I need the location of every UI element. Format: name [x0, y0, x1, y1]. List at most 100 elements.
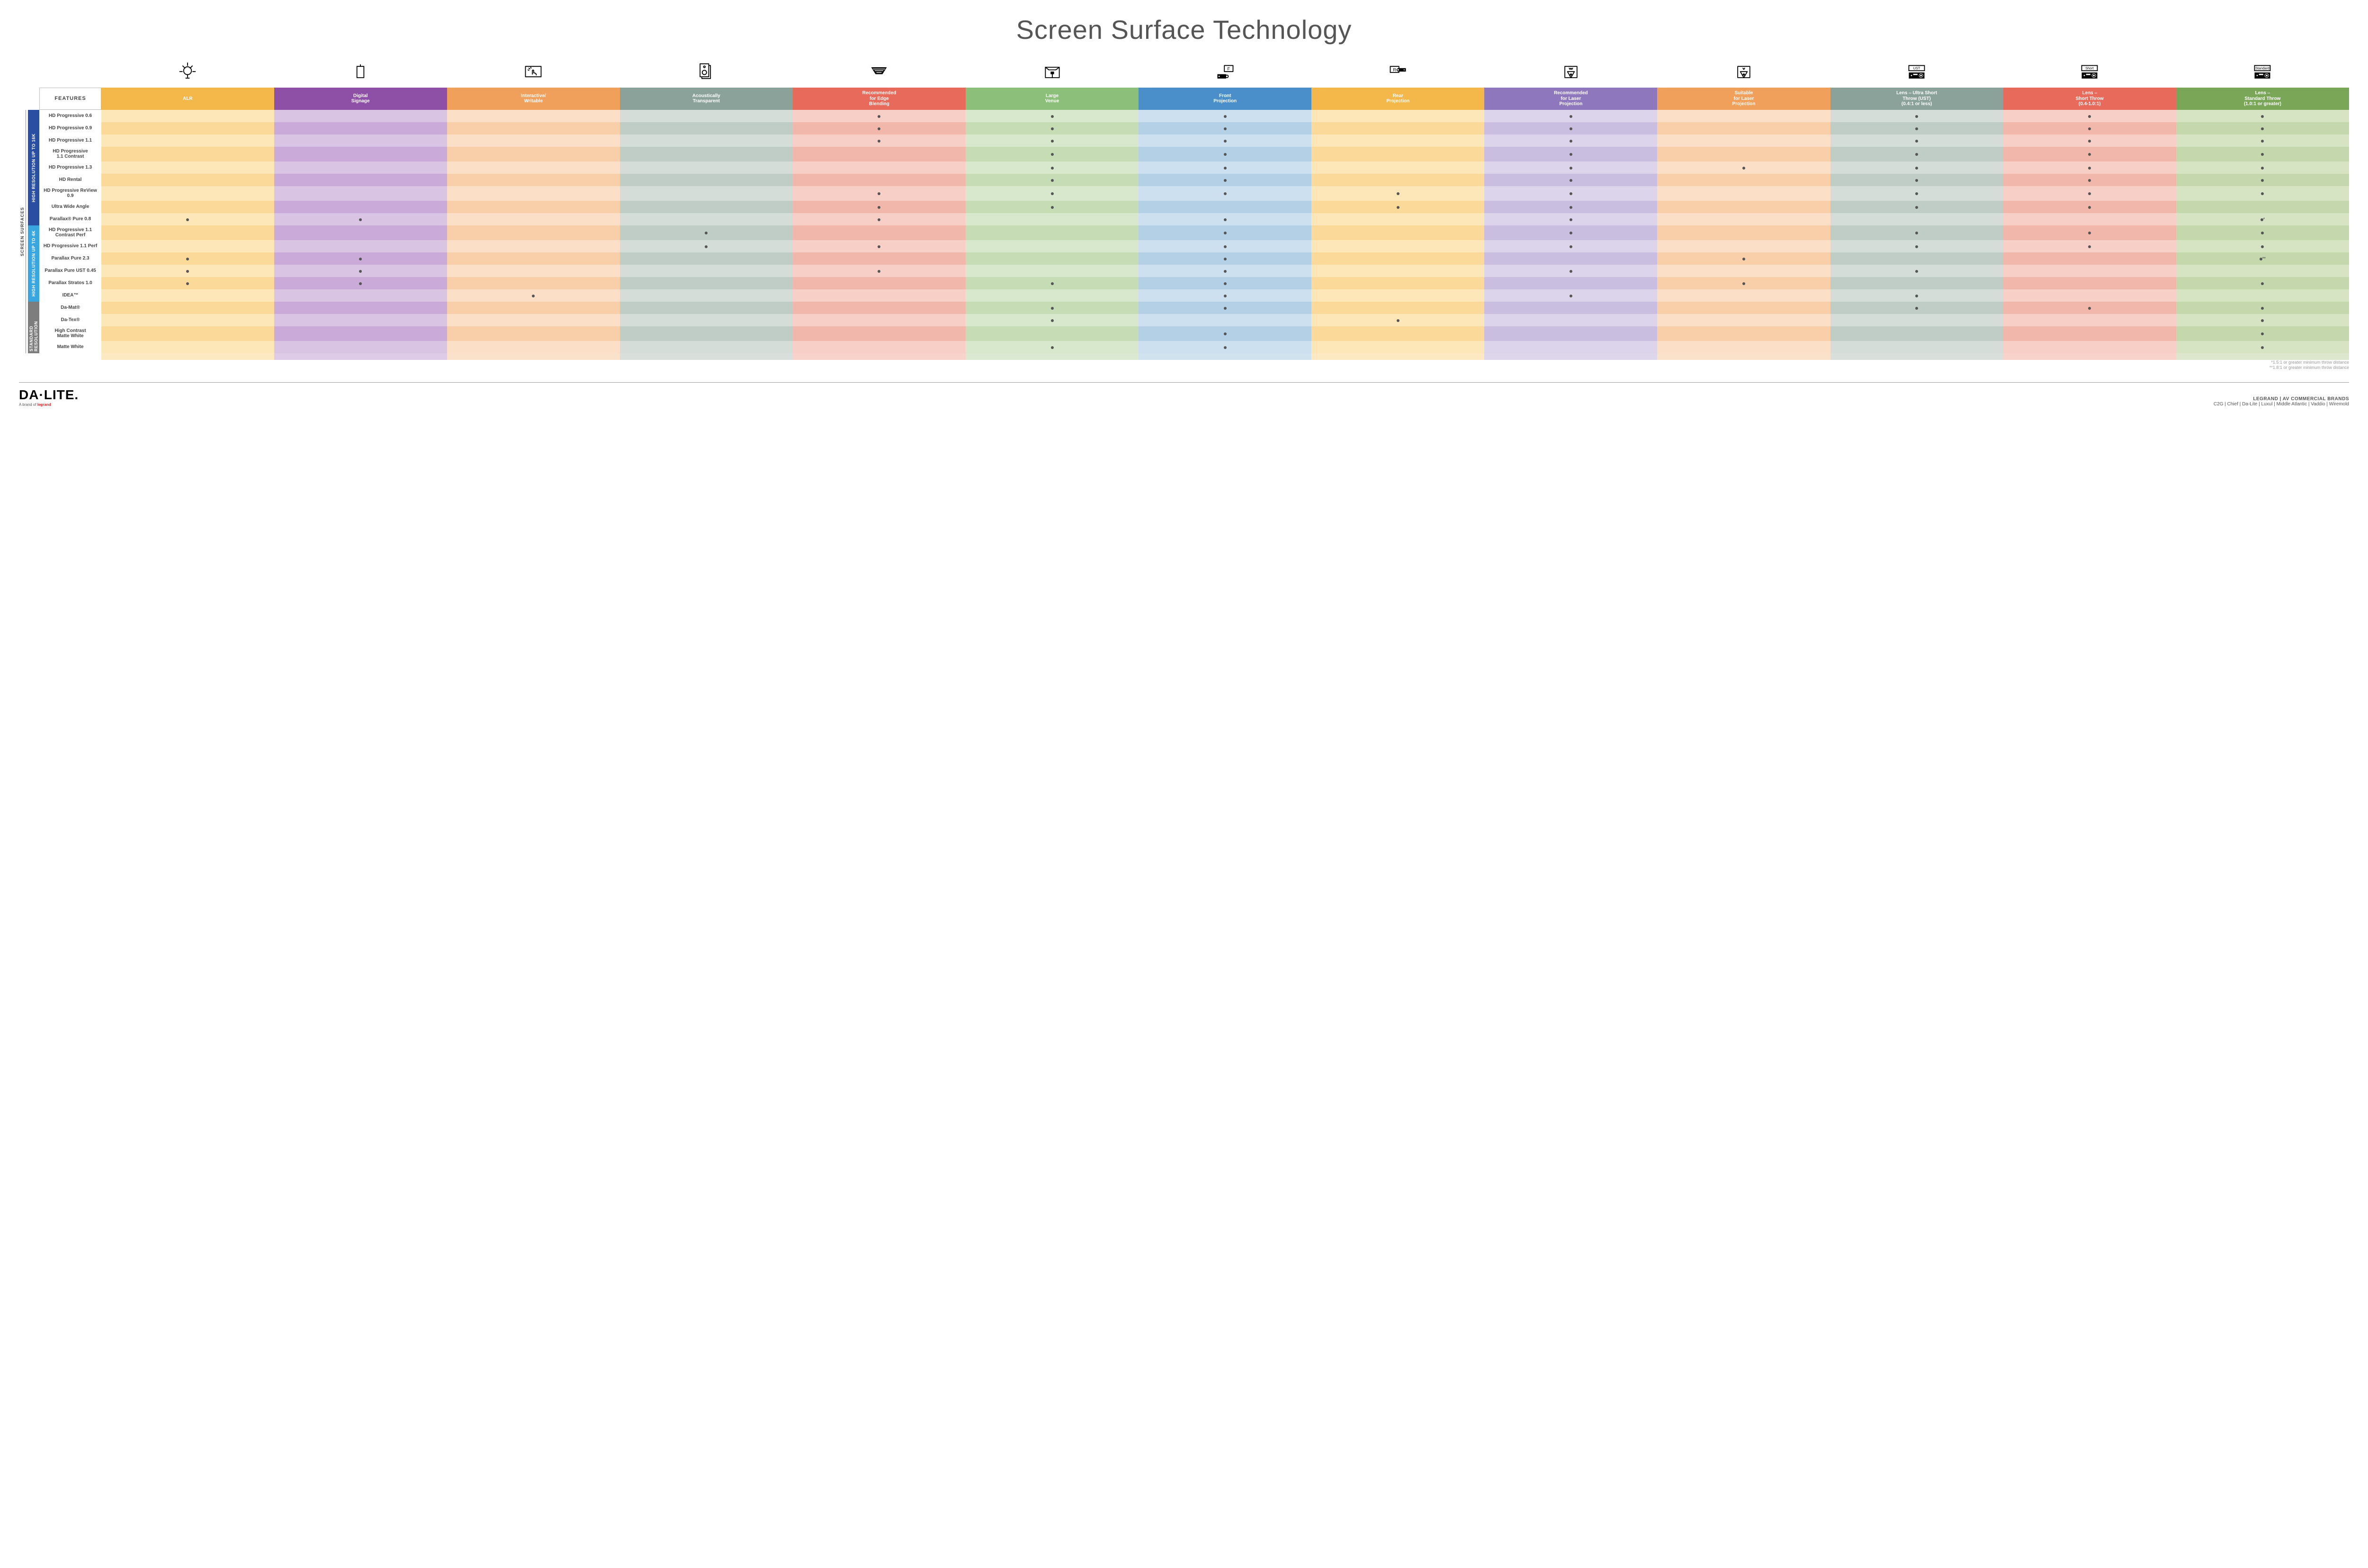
cell — [447, 252, 620, 265]
cell — [101, 161, 274, 174]
cell — [793, 186, 966, 201]
cell — [2176, 314, 2349, 326]
cell — [793, 289, 966, 302]
cell — [447, 265, 620, 277]
cell — [2176, 161, 2349, 174]
cell — [620, 289, 793, 302]
col-header-front: FrontProjection — [1139, 88, 1311, 110]
cell — [1311, 265, 1484, 277]
cell — [1139, 265, 1311, 277]
cell — [620, 122, 793, 134]
cell — [2176, 122, 2349, 134]
cell — [1657, 122, 1830, 134]
row-label: HD Progressive 1.1 — [40, 134, 101, 147]
cell — [2176, 174, 2349, 186]
cell — [101, 225, 274, 240]
cell — [1311, 186, 1484, 201]
cell — [966, 225, 1139, 240]
cell — [1139, 147, 1311, 161]
cell — [1139, 341, 1311, 353]
cell — [2003, 314, 2176, 326]
cell — [1830, 213, 2003, 225]
cell — [447, 225, 620, 240]
svg-text:✸: ✸ — [1569, 72, 1572, 77]
cell — [793, 134, 966, 147]
cell — [101, 186, 274, 201]
cell — [2176, 277, 2349, 289]
cell — [966, 252, 1139, 265]
cell — [1484, 341, 1657, 353]
cell — [101, 174, 274, 186]
cell — [1830, 265, 2003, 277]
brand-logo: DA·LITE. A brand of legrand — [19, 387, 79, 407]
cell — [447, 174, 620, 186]
col-icon-acoustic — [620, 59, 793, 88]
cell — [620, 252, 793, 265]
cell — [274, 174, 447, 186]
col-icon-short: Short — [2003, 59, 2176, 88]
cell — [1311, 225, 1484, 240]
col-icon-alr — [101, 59, 274, 88]
cell — [2003, 174, 2176, 186]
cell — [1311, 122, 1484, 134]
cell — [620, 341, 793, 353]
cell — [1484, 122, 1657, 134]
features-header: FEATURES — [40, 88, 101, 110]
cell — [274, 161, 447, 174]
cell — [1484, 252, 1657, 265]
cell — [274, 147, 447, 161]
cell — [1830, 122, 2003, 134]
cell — [966, 186, 1139, 201]
row-label: Ultra Wide Angle — [40, 201, 101, 213]
col-icon-ust: UST — [1830, 59, 2003, 88]
cell — [101, 277, 274, 289]
cell — [447, 147, 620, 161]
col-icon-interactive — [447, 59, 620, 88]
cell — [1657, 326, 1830, 341]
cell — [2176, 110, 2349, 122]
cell — [447, 186, 620, 201]
col-icon-rear: R — [1311, 59, 1484, 88]
cell — [1657, 240, 1830, 252]
cell — [1484, 289, 1657, 302]
cell — [620, 326, 793, 341]
cell — [966, 201, 1139, 213]
cell — [1139, 134, 1311, 147]
cell — [2003, 201, 2176, 213]
cell — [1830, 110, 2003, 122]
cell — [966, 341, 1139, 353]
cell — [1484, 302, 1657, 314]
cell — [1657, 289, 1830, 302]
cell — [1311, 326, 1484, 341]
col-icon-signage — [274, 59, 447, 88]
row-group-label: STANDARD RESOLUTION — [28, 302, 39, 353]
cell — [1484, 326, 1657, 341]
cell — [620, 174, 793, 186]
cell — [101, 201, 274, 213]
cell — [1484, 240, 1657, 252]
cell — [793, 147, 966, 161]
cell — [966, 265, 1139, 277]
cell — [2176, 147, 2349, 161]
cell — [1830, 225, 2003, 240]
cell — [274, 213, 447, 225]
cell — [793, 213, 966, 225]
svg-text:✸: ✸ — [1742, 72, 1746, 77]
cell — [2003, 326, 2176, 341]
cell — [793, 277, 966, 289]
cell — [1139, 186, 1311, 201]
row-label: Matte White — [40, 341, 101, 353]
row-label: HD Progressive 1.3 — [40, 161, 101, 174]
cell — [1311, 213, 1484, 225]
cell — [2003, 252, 2176, 265]
cell — [620, 240, 793, 252]
cell — [101, 289, 274, 302]
cell — [1484, 265, 1657, 277]
cell — [1139, 161, 1311, 174]
cell — [2003, 277, 2176, 289]
cell — [1484, 161, 1657, 174]
col-header-edge: Recommendedfor EdgeBlending — [793, 88, 966, 110]
cell — [274, 240, 447, 252]
cell — [274, 225, 447, 240]
row-label: HD Progressive 0.6 — [40, 110, 101, 122]
